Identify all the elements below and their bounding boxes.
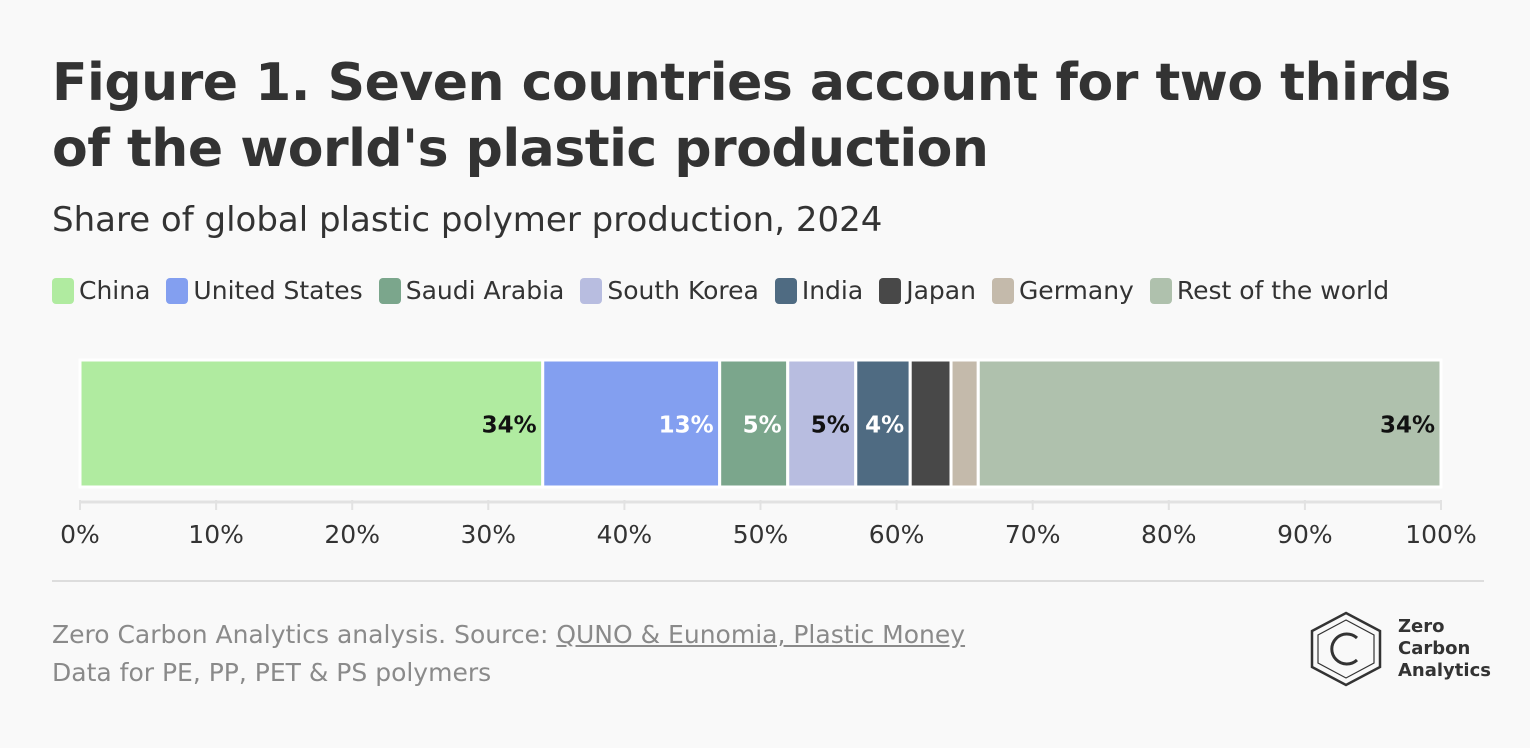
x-tick-label: 30%	[461, 520, 517, 549]
legend-swatch	[991, 277, 1014, 304]
source-line: Zero Carbon Analytics analysis. Source: …	[52, 620, 965, 649]
x-tick-label: 40%	[597, 520, 653, 549]
x-tick-label: 20%	[324, 520, 380, 549]
bar-segment	[854, 358, 912, 489]
bar-segment	[976, 358, 1443, 489]
legend-label: Germany	[1018, 276, 1134, 305]
legend-item: Saudi Arabia	[378, 276, 565, 305]
zero-carbon-analytics-logo: Zero Carbon Analytics	[1308, 610, 1491, 688]
source-link[interactable]: QUNO & Eunomia, Plastic Money	[556, 620, 966, 649]
legend-item: United States	[166, 276, 363, 305]
x-tick-label: 10%	[188, 520, 244, 549]
hexagon-c-logo-icon	[1310, 611, 1382, 687]
legend-label: Rest of the world	[1176, 276, 1390, 305]
x-tick-label: 70%	[1005, 520, 1061, 549]
legend-label: Saudi Arabia	[405, 276, 565, 305]
bar-segment	[786, 358, 858, 489]
x-tick-label: 90%	[1277, 520, 1333, 549]
legend-item: Germany	[991, 276, 1134, 305]
legend-swatch	[879, 277, 902, 304]
x-tick-label: 100%	[1405, 520, 1476, 549]
x-tick-label: 80%	[1141, 520, 1197, 549]
legend-label: South Korea	[607, 276, 759, 305]
legend-label: China	[79, 276, 151, 305]
bar-value-label: 34%	[1380, 413, 1435, 439]
legend-item: China	[52, 276, 150, 305]
bar-segment	[908, 358, 953, 489]
legend-item: India	[774, 276, 864, 305]
x-tick-label: 0%	[60, 520, 100, 549]
x-tick-label: 60%	[869, 520, 925, 549]
data-note: Data for PE, PP, PET & PS polymers	[52, 658, 492, 687]
bar-segment	[718, 358, 790, 489]
legend-label: Japan	[906, 276, 976, 305]
legend-swatch	[166, 277, 189, 304]
bar-value-label: 34%	[482, 413, 537, 439]
legend-item: South Korea	[580, 276, 759, 305]
legend-swatch	[1149, 277, 1172, 304]
chart-subtitle: Share of global plastic polymer producti…	[52, 200, 883, 240]
bar-value-label: 13%	[659, 413, 714, 439]
source-prefix: Zero Carbon Analytics analysis. Source:	[52, 620, 557, 649]
bar-segment	[78, 358, 545, 489]
bar-segment	[949, 358, 980, 489]
bar-value-label: 5%	[811, 413, 850, 439]
logo-line-1: Zero	[1398, 616, 1445, 637]
legend-item: Rest of the world	[1149, 276, 1390, 305]
bar-value-label: 4%	[865, 413, 904, 439]
logo-line-3: Analytics	[1398, 660, 1491, 681]
bar-segment	[541, 358, 722, 489]
logo-text: Zero Carbon Analytics	[1398, 616, 1491, 682]
legend-item: Japan	[879, 276, 976, 305]
legend-swatch	[774, 277, 797, 304]
logo-line-2: Carbon	[1398, 638, 1471, 659]
legend-label: India	[801, 276, 864, 305]
legend-swatch	[52, 277, 74, 304]
x-tick-label: 50%	[733, 520, 789, 549]
chart-title: Figure 1. Seven countries account for tw…	[52, 53, 1451, 179]
legend-swatch	[580, 277, 603, 304]
bar-value-label: 5%	[743, 413, 782, 439]
stacked-bar-chart: 0% 10% 20% 30% 40% 50% 60% 70% 80% 90% 100% 34% 13% 5…	[60, 358, 1477, 549]
legend-swatch	[378, 277, 401, 304]
footer-divider	[52, 580, 1484, 582]
legend: China United States Saudi Arabia South Kore…	[52, 276, 1405, 305]
legend-label: United States	[193, 276, 363, 305]
